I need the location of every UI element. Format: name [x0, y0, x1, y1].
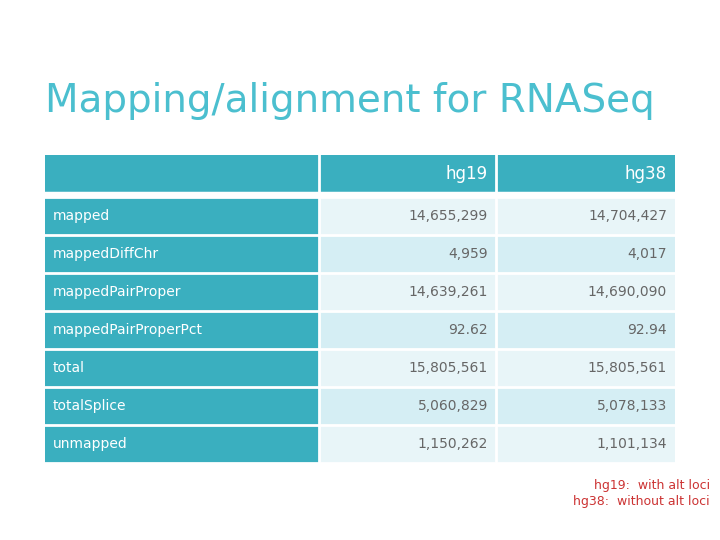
Text: 92.62: 92.62 — [449, 323, 488, 337]
Text: Mapping/alignment for RNASeq: Mapping/alignment for RNASeq — [45, 82, 654, 120]
Text: 14,704,427: 14,704,427 — [588, 209, 667, 223]
Text: 15,805,561: 15,805,561 — [409, 361, 488, 375]
Text: hg19: hg19 — [446, 165, 488, 183]
Text: 4,017: 4,017 — [628, 247, 667, 261]
Text: 14,639,261: 14,639,261 — [409, 285, 488, 299]
Text: 14,655,299: 14,655,299 — [409, 209, 488, 223]
Text: 1,150,262: 1,150,262 — [418, 437, 488, 451]
Text: 5,078,133: 5,078,133 — [597, 399, 667, 413]
Text: 92.94: 92.94 — [627, 323, 667, 337]
Text: 5,060,829: 5,060,829 — [418, 399, 488, 413]
Text: totalSplice: totalSplice — [53, 399, 127, 413]
Text: unmapped: unmapped — [53, 437, 127, 451]
Text: total: total — [53, 361, 85, 375]
Text: 1,101,134: 1,101,134 — [596, 437, 667, 451]
Text: 4,959: 4,959 — [449, 247, 488, 261]
Text: mappedPairProper: mappedPairProper — [53, 285, 181, 299]
Text: hg38:  without alt loci: hg38: without alt loci — [573, 495, 710, 508]
Text: mappedPairProperPct: mappedPairProperPct — [53, 323, 203, 337]
Text: 14,690,090: 14,690,090 — [588, 285, 667, 299]
Text: mapped: mapped — [53, 209, 110, 223]
Text: hg38: hg38 — [625, 165, 667, 183]
Text: 15,805,561: 15,805,561 — [588, 361, 667, 375]
Text: mappedDiffChr: mappedDiffChr — [53, 247, 159, 261]
Text: hg19:  with alt loci: hg19: with alt loci — [594, 479, 710, 492]
